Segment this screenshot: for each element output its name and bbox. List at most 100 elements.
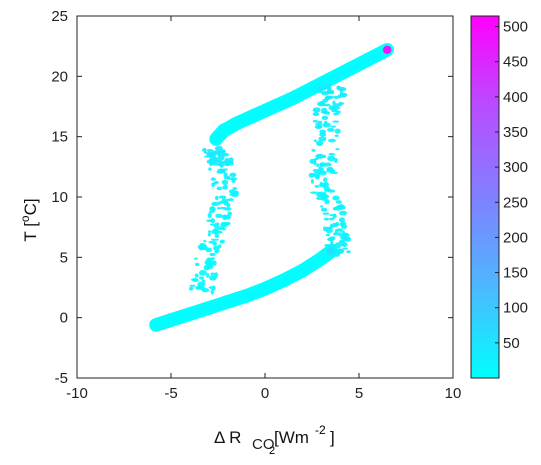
left-transition-density-mark [206,160,211,164]
lower-branch [149,244,338,332]
left-transition-density-mark [220,222,228,228]
upper-branch [209,42,395,146]
right-transition-density-mark [335,200,342,204]
right-transition-density-mark [335,222,340,226]
left-transition-density-mark [211,201,220,206]
left-transition-density-mark [221,214,228,220]
left-transition-density-mark [212,182,217,185]
left-transition-density-mark [206,273,210,278]
left-transition-density-mark [207,230,212,233]
left-transition-density-mark [198,270,207,276]
right-transition-density-mark [333,112,340,116]
left-transition-density-mark [200,244,208,249]
right-transition-density-mark [312,107,321,113]
left-transition-density-mark [228,189,237,194]
left-transition-density-mark [217,152,222,159]
left-transition-density-mark [208,167,212,171]
right-transition-density-mark [315,153,324,159]
left-transition-density-mark [228,157,234,163]
right-transition-density-mark [324,199,330,205]
left-transition-density-mark [225,221,230,226]
left-transition-density-mark [223,176,232,180]
left-transition-density-mark [218,160,222,164]
left-transition-density-mark [209,223,215,226]
right-transition-density-mark [339,210,348,216]
right-transition-density-mark [334,228,339,234]
left-transition-density-mark [194,257,198,260]
right-transition-density-mark [338,217,346,223]
left-transition-density-mark [223,172,228,178]
right-transition-density-mark [328,217,335,221]
right-transition-density-mark [333,157,338,163]
right-transition-density-mark [320,86,327,91]
left-transition-density-mark [213,156,217,161]
right-transition-density-mark [341,232,350,238]
right-transition-density-mark [308,172,315,178]
right-transition-density-mark [323,110,327,115]
y-tick-label: 20 [51,68,68,85]
left-transition-density-mark [227,211,232,217]
right-transition-density-mark [333,95,339,100]
right-transition-density-mark [334,134,339,137]
right-transition-density-mark [318,136,327,142]
right-transition-density-mark [331,109,338,113]
left-transition-density-mark [232,187,238,190]
right-transition-density-mark [316,191,322,197]
right-transition-density-mark [336,250,342,255]
left-transition-density-mark [215,213,223,218]
colorbar-tick-label: 150 [503,265,528,282]
plot-border [76,15,454,379]
left-transition-density-mark [216,207,220,210]
left-transition-density-mark [213,245,220,251]
y-tick-label: 10 [51,189,68,206]
left-transition-density-mark [206,148,214,152]
right-transition-density-mark [314,185,320,188]
left-transition-density-mark [222,185,228,190]
left-transition-density-mark [231,178,236,183]
right-transition-density-mark [332,100,336,106]
left-transition-density-mark [208,210,214,214]
x-tick-label: 0 [261,385,269,402]
left-transition-density-mark [216,170,224,174]
svg-text:-2: -2 [315,423,326,437]
x-tick-label: 5 [355,385,363,402]
plot-area [149,42,395,332]
left-transition-density-mark [212,241,217,246]
right-transition [308,83,352,257]
svg-text:CO: CO [252,436,275,453]
right-transition-density-mark [323,120,328,126]
left-transition-density-mark [214,272,219,278]
x-tick-label: -10 [66,385,88,402]
left-transition-density-mark [189,286,194,291]
left-transition-density-mark [194,262,200,267]
left-transition-density-mark [214,195,219,201]
right-transition-density-mark [323,188,332,192]
svg-text:Δ R: Δ R [214,428,241,447]
left-transition-density-mark [216,186,223,191]
left-transition-density-mark [198,276,205,280]
right-transition-density-mark [316,163,320,168]
left-transition-density-mark [203,240,207,243]
left-transition-density-mark [219,239,225,244]
left-transition-density-mark [213,260,217,266]
colorbar-tick-label: 500 [503,19,528,36]
right-transition-density-mark [309,158,317,164]
colorbar-tick-label: 250 [503,194,528,211]
left-transition-density-mark [229,177,238,181]
right-transition-density-mark [317,124,323,128]
right-transition-density-mark [322,191,327,196]
right-transition-density-mark [310,191,318,194]
right-transition-density-mark [323,217,330,221]
left-transition-density-mark [210,206,215,210]
right-transition-density-mark [315,175,320,180]
right-transition-density-mark [330,240,334,246]
right-transition-density-mark [328,214,337,217]
y-tick-label: 5 [60,249,68,266]
left-transition-density-mark [225,161,231,166]
right-transition-density-mark [317,120,323,124]
left-transition-density-mark [205,247,213,253]
colorbar-tick-label: 300 [503,159,528,176]
right-transition-density-mark [315,122,323,126]
right-transition-density-mark [313,139,317,143]
